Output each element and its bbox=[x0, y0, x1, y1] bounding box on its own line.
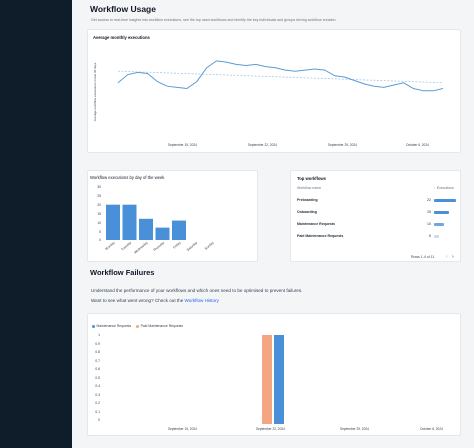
weekday-ytick: 15 bbox=[97, 212, 101, 216]
weekday-ytick: 20 bbox=[97, 203, 101, 207]
weekday-bar-chart: Monday Tuesday Wednesday Thursday Friday Satu… bbox=[104, 204, 215, 255]
failures-prompt: Want to see what went wrong? Check out t… bbox=[91, 298, 219, 303]
prev-page-icon[interactable]: ‹ bbox=[446, 254, 448, 260]
col-workflow-name[interactable]: Workflow name bbox=[297, 186, 322, 190]
table-row-value: 22 bbox=[427, 198, 431, 202]
failures-legend: Maintenance Requests Paid Maintenance Re… bbox=[92, 324, 183, 328]
monthly-xtick: October 6, 2024 bbox=[406, 143, 429, 147]
failures-ytick: 0.7 bbox=[95, 358, 100, 363]
monthly-executions-card: Average monthly executions Average workf… bbox=[87, 29, 461, 153]
failures-ytick: 0.8 bbox=[95, 350, 100, 354]
monthly-xtick: September 22, 2024 bbox=[248, 143, 277, 147]
weekday-bar[interactable] bbox=[155, 227, 170, 240]
table-row-value: 5 bbox=[429, 234, 431, 238]
sidebar bbox=[0, 0, 72, 448]
failures-ytick: 0.1 bbox=[95, 409, 100, 414]
col-executions[interactable]: ↕ Executions bbox=[434, 186, 454, 190]
execution-bar bbox=[434, 211, 449, 214]
failures-ytick: 0.9 bbox=[95, 341, 100, 346]
failure-bar[interactable] bbox=[274, 335, 284, 424]
workflow-history-link[interactable]: Workflow History bbox=[184, 298, 219, 303]
failures-xtick: October 6, 2024 bbox=[420, 427, 443, 431]
weekday-xtick: Thursday bbox=[152, 240, 165, 252]
failures-ytick: 0.6 bbox=[95, 367, 100, 371]
failures-ytick: 0.4 bbox=[95, 384, 100, 388]
table-row-name: Preboarding bbox=[297, 198, 318, 202]
failures-card: Maintenance Requests Paid Maintenance Re… bbox=[87, 313, 461, 436]
legend-label[interactable]: Paid Maintenance Requests bbox=[140, 324, 184, 328]
failures-xtick: September 29, 2024 bbox=[340, 427, 369, 431]
weekday-ytick: 25 bbox=[97, 194, 101, 198]
monthly-xtick: September 29, 2024 bbox=[328, 143, 357, 147]
monthly-executions-title: Average monthly executions bbox=[93, 35, 150, 40]
failures-title: Workflow Failures bbox=[90, 268, 155, 277]
failures-ytick: 0 bbox=[98, 418, 100, 422]
weekday-xtick: Tuesday bbox=[120, 240, 132, 251]
legend-label[interactable]: Maintenance Requests bbox=[96, 324, 132, 328]
table-row-name: Onboarding bbox=[297, 210, 317, 214]
sort-icon: ↕ bbox=[434, 187, 436, 190]
main-content: Workflow Usage Get access to real-time i… bbox=[72, 0, 474, 448]
failures-ytick: 1 bbox=[98, 333, 100, 337]
weekday-ytick: 0 bbox=[99, 238, 101, 242]
weekday-ytick: 30 bbox=[97, 185, 101, 189]
failures-ytick: 0.2 bbox=[95, 401, 100, 405]
weekday-xtick: Sunday bbox=[204, 240, 215, 250]
weekday-bar[interactable] bbox=[106, 204, 120, 240]
weekday-bar[interactable] bbox=[172, 220, 186, 240]
weekday-ytick: 10 bbox=[97, 221, 101, 225]
weekday-bar[interactable] bbox=[139, 218, 153, 240]
top-workflows-card: Top workflows Workflow name ↕ Executions … bbox=[290, 170, 461, 262]
weekday-xtick: Wednesday bbox=[133, 240, 149, 254]
trend-line bbox=[117, 70, 444, 84]
weekday-bar[interactable] bbox=[122, 204, 137, 240]
executions-line bbox=[117, 60, 444, 92]
weekday-xtick: Friday bbox=[172, 240, 182, 249]
legend-dot-icon bbox=[136, 324, 140, 328]
weekday-ytick: 5 bbox=[99, 230, 101, 234]
legend-dot-icon bbox=[92, 324, 95, 328]
failures-ytick: 0.5 bbox=[95, 375, 100, 380]
pagination-label: Rows 1-4 of 11 bbox=[411, 255, 435, 259]
table-row-name: Paid Maintenance Requests bbox=[297, 234, 344, 238]
failures-description: Understand the performance of your workf… bbox=[91, 288, 303, 293]
table-row-name: Maintenance Requests bbox=[297, 222, 335, 226]
page-subtitle: Get access to real-time insights into wo… bbox=[91, 18, 337, 22]
failures-ytick: 0.3 bbox=[95, 392, 100, 397]
page-title: Workflow Usage bbox=[90, 4, 156, 14]
weekday-title: Workflow executions by day of the week bbox=[90, 175, 165, 180]
failures-xtick: September 22, 2024 bbox=[256, 427, 285, 431]
top-workflows-title: Top workflows bbox=[297, 176, 327, 181]
execution-bar bbox=[434, 199, 456, 202]
execution-bar bbox=[434, 235, 439, 238]
failures-xtick: September 15, 2024 bbox=[168, 427, 197, 431]
weekday-card: Workflow executions by day of the week 3… bbox=[87, 170, 258, 262]
failures-bar-chart bbox=[262, 335, 284, 424]
table-row-value: 10 bbox=[427, 222, 431, 226]
monthly-line-chart bbox=[117, 60, 444, 92]
weekday-xtick: Saturday bbox=[186, 240, 199, 252]
failure-bar[interactable] bbox=[262, 335, 272, 424]
next-page-icon[interactable]: › bbox=[452, 254, 454, 260]
table-row-value: 15 bbox=[427, 210, 431, 214]
monthly-xtick: September 15, 2024 bbox=[168, 143, 197, 147]
weekday-xtick: Monday bbox=[104, 240, 116, 251]
failures-prompt-text: Want to see what went wrong? Check out t… bbox=[91, 298, 184, 303]
col-executions-label: Executions bbox=[436, 186, 454, 190]
execution-bar bbox=[434, 223, 444, 226]
